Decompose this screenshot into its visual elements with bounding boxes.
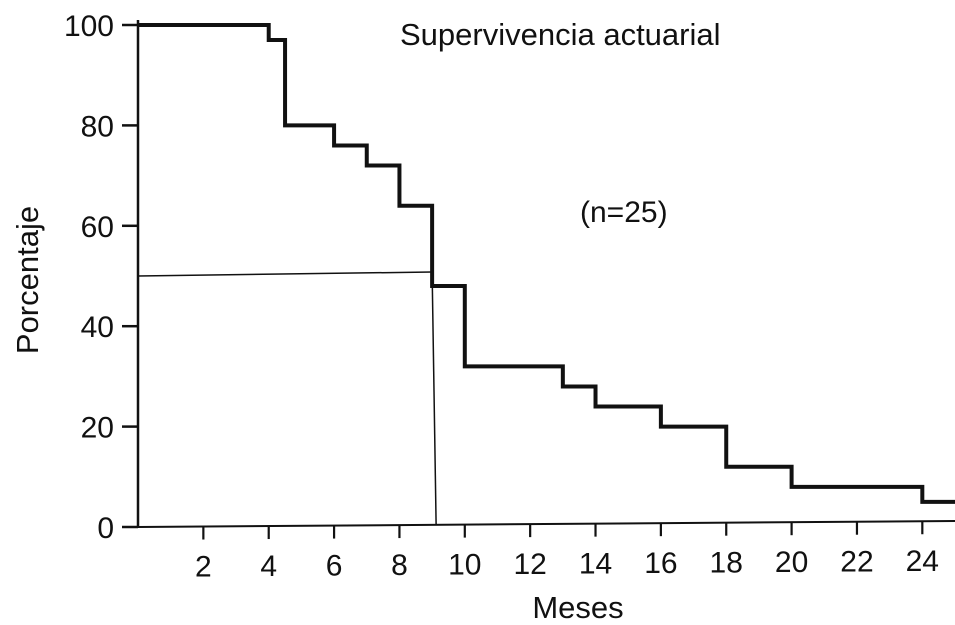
y-tick-label: 40 bbox=[81, 311, 114, 344]
y-tick-label: 20 bbox=[81, 412, 114, 445]
x-tick-label: 20 bbox=[775, 546, 808, 579]
median-horizontal-line bbox=[137, 271, 433, 277]
x-tick-label: 16 bbox=[644, 547, 677, 580]
x-tick-label: 18 bbox=[710, 547, 743, 580]
y-axis-title: Porcentaje bbox=[10, 206, 45, 354]
series bbox=[138, 23, 955, 504]
y-tick-label: 100 bbox=[64, 10, 114, 43]
x-tick-label: 12 bbox=[513, 548, 546, 581]
x-axis-title: Meses bbox=[532, 590, 623, 625]
x-tick-label: 6 bbox=[326, 550, 343, 583]
median-lines bbox=[137, 271, 437, 526]
median-vertical-line bbox=[431, 271, 437, 526]
x-tick-label: 8 bbox=[391, 549, 408, 582]
x-tick-label: 22 bbox=[840, 546, 873, 579]
x-axis-line bbox=[137, 520, 955, 528]
x-tick-label: 10 bbox=[448, 549, 481, 582]
x-tick-label: 24 bbox=[906, 545, 939, 578]
x-tick-label: 2 bbox=[195, 551, 212, 584]
y-tick-label: 0 bbox=[97, 512, 114, 545]
x-tick-label: 14 bbox=[579, 548, 612, 581]
chart-title: Supervivencia actuarial bbox=[400, 17, 721, 52]
labels: Supervivencia actuarial (n=25) Meses Por… bbox=[10, 17, 721, 625]
y-tick-label: 60 bbox=[81, 211, 114, 244]
survival-step-line bbox=[138, 23, 955, 504]
x-tick-label: 4 bbox=[260, 550, 277, 583]
y-tick-label: 80 bbox=[81, 110, 114, 143]
sample-size-annotation: (n=25) bbox=[580, 196, 668, 229]
